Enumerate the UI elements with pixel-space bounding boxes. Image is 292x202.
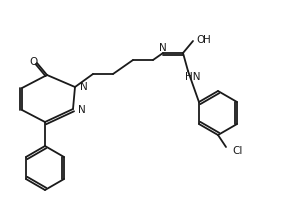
Text: O: O <box>196 35 204 45</box>
Text: O: O <box>29 57 37 67</box>
Text: H: H <box>203 35 211 45</box>
Text: N: N <box>159 43 167 53</box>
Text: N: N <box>80 82 88 92</box>
Text: HN: HN <box>185 72 201 82</box>
Text: Cl: Cl <box>232 146 242 156</box>
Text: N: N <box>78 105 86 115</box>
